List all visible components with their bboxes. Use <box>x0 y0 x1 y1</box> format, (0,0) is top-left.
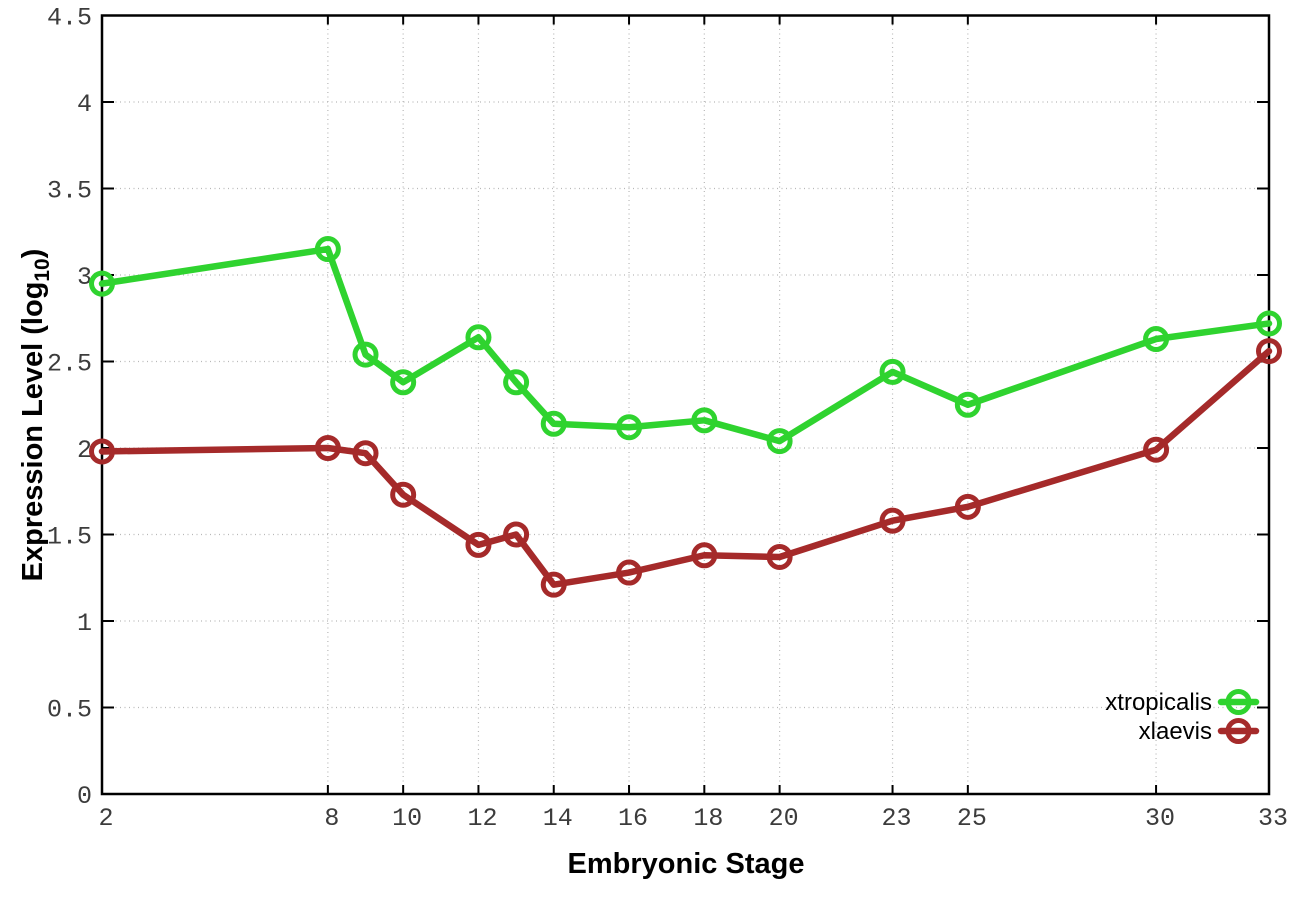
point-xlaevis-stage-33 <box>1256 338 1282 365</box>
point-xlaevis-stage-10 <box>390 481 417 508</box>
point-xtropicalis-stage-12 <box>465 324 492 351</box>
y-axis-title: Expression Level (log10) <box>17 249 55 582</box>
point-xlaevis-stage-16 <box>616 559 643 586</box>
series-xtropicalis-line <box>98 245 1273 445</box>
point-xtropicalis-stage-25 <box>954 391 981 418</box>
y-axis-title-main: Expression Level (log <box>17 281 50 582</box>
point-xlaevis-stage-8 <box>314 435 341 461</box>
x-tick-label-16: 16 <box>618 804 648 833</box>
y-tick-label-4: 4 <box>77 90 92 119</box>
x-tick-label-25: 25 <box>957 804 987 833</box>
point-xlaevis-stage-2 <box>89 438 115 465</box>
x-tick-label-23: 23 <box>882 804 912 833</box>
plot-border <box>100 14 1271 796</box>
point-xtropicalis-stage-9 <box>352 341 379 368</box>
x-tick-label-30: 30 <box>1145 804 1175 833</box>
y-axis-title-close: ) <box>17 248 50 259</box>
legend-marker-xlaevis <box>1225 718 1252 744</box>
y-tick-label-4.5: 4.5 <box>47 4 92 33</box>
legend-label-xlaevis: xlaevis <box>1139 718 1212 745</box>
legend-label-xtropicalis: xtropicalis <box>1105 689 1212 716</box>
point-xtropicalis-stage-20 <box>766 428 793 455</box>
legend-marker-xtropicalis <box>1225 689 1252 715</box>
x-tick-label-10: 10 <box>392 804 422 833</box>
y-tick-label-3.5: 3.5 <box>47 177 92 206</box>
y-tick-label-2.5: 2.5 <box>47 350 92 379</box>
point-xtropicalis-stage-30 <box>1143 326 1170 353</box>
x-tick-label-33: 33 <box>1258 804 1288 833</box>
x-axis-title: Embryonic Stage <box>567 848 805 880</box>
point-xlaevis-stage-14 <box>540 571 567 598</box>
y-tick-label-3: 3 <box>77 263 92 292</box>
y-tick-label-2: 2 <box>77 436 92 465</box>
point-xtropicalis-stage-23 <box>879 358 906 385</box>
point-xlaevis-stage-18 <box>691 542 718 569</box>
x-tick-label-12: 12 <box>467 804 497 833</box>
point-xtropicalis-stage-16 <box>616 414 643 441</box>
y-axis-title-subscript: 10 <box>30 258 54 282</box>
x-tick-label-20: 20 <box>769 804 799 833</box>
point-xlaevis-stage-23 <box>879 507 906 534</box>
x-tick-label-8: 8 <box>324 804 339 833</box>
point-xtropicalis-stage-2 <box>89 270 115 297</box>
point-xtropicalis-stage-13 <box>503 369 530 396</box>
point-xlaevis-stage-12 <box>465 531 492 558</box>
point-xtropicalis-stage-33 <box>1256 310 1282 337</box>
y-tick-label-0: 0 <box>77 782 92 811</box>
y-tick-label-1: 1 <box>77 609 92 638</box>
x-tick-label-2: 2 <box>98 804 113 833</box>
point-xlaevis-stage-30 <box>1143 436 1170 463</box>
point-xlaevis-stage-20 <box>766 543 793 570</box>
point-xtropicalis-stage-18 <box>691 407 718 434</box>
y-tick-label-0.5: 0.5 <box>47 696 92 725</box>
y-tick-label-1.5: 1.5 <box>47 523 92 552</box>
x-tick-label-18: 18 <box>693 804 723 833</box>
x-tick-label-14: 14 <box>543 804 573 833</box>
point-xlaevis-stage-25 <box>954 493 981 520</box>
point-xtropicalis-stage-8 <box>314 236 341 263</box>
point-xtropicalis-stage-14 <box>540 410 567 437</box>
series-xlaevis-line <box>98 347 1273 588</box>
point-xlaevis-stage-9 <box>352 440 379 467</box>
point-xtropicalis-stage-10 <box>390 369 417 396</box>
point-xlaevis-stage-13 <box>503 521 530 548</box>
